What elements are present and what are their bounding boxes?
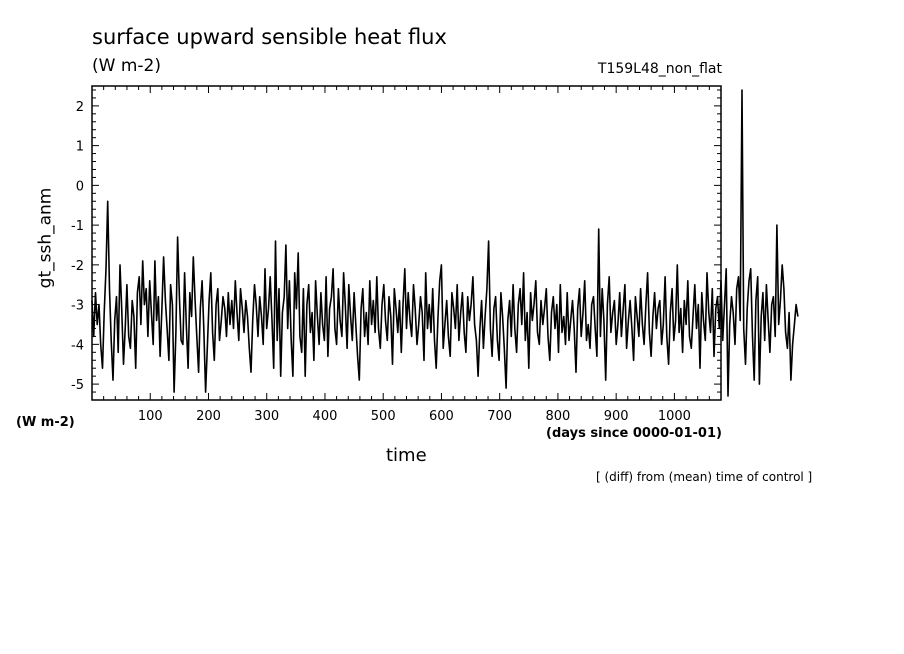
- run-label: T159L48_non_flat: [597, 61, 722, 77]
- y-tick-label: 1: [76, 140, 84, 155]
- y-tick-label: -2: [71, 259, 84, 274]
- x-axis-label: time: [386, 445, 427, 466]
- x-tick-label: 100: [138, 409, 163, 424]
- x-tick-label: 400: [313, 409, 338, 424]
- y-tick-label: -5: [71, 378, 84, 393]
- series-line: [91, 89, 799, 397]
- x-tick-label: 200: [196, 409, 221, 424]
- y-tick-label: -4: [71, 338, 84, 353]
- y-tick-label: 0: [76, 179, 84, 194]
- x-tick-label: 900: [604, 409, 629, 424]
- plot-frame: [91, 85, 722, 401]
- chart-units: (W m-2): [92, 56, 161, 76]
- series-group: [91, 89, 799, 397]
- chart-title: surface upward sensible heat flux: [92, 25, 447, 49]
- x-axis-units-label: (days since 0000-01-01): [546, 426, 722, 441]
- x-tick-label: 500: [371, 409, 396, 424]
- y-tick-label: -1: [71, 219, 84, 234]
- tick-marks: [91, 86, 722, 401]
- x-tick-label: 600: [429, 409, 454, 424]
- x-tick-label: 700: [487, 409, 512, 424]
- x-tick-label: 300: [254, 409, 279, 424]
- x-tick-label: 1000: [658, 409, 691, 424]
- y-tick-label: -3: [71, 299, 84, 314]
- x-tick-label: 800: [546, 409, 571, 424]
- y-axis-units-label: (W m-2): [16, 415, 75, 430]
- comparison-note: [ (diff) from (mean) time of control ]: [596, 470, 813, 484]
- y-tick-label: 2: [76, 100, 84, 115]
- tick-labels: 100 200 300 400 500 600 700 800 900 1000 -5 -4 -3 -2 -…: [71, 100, 691, 424]
